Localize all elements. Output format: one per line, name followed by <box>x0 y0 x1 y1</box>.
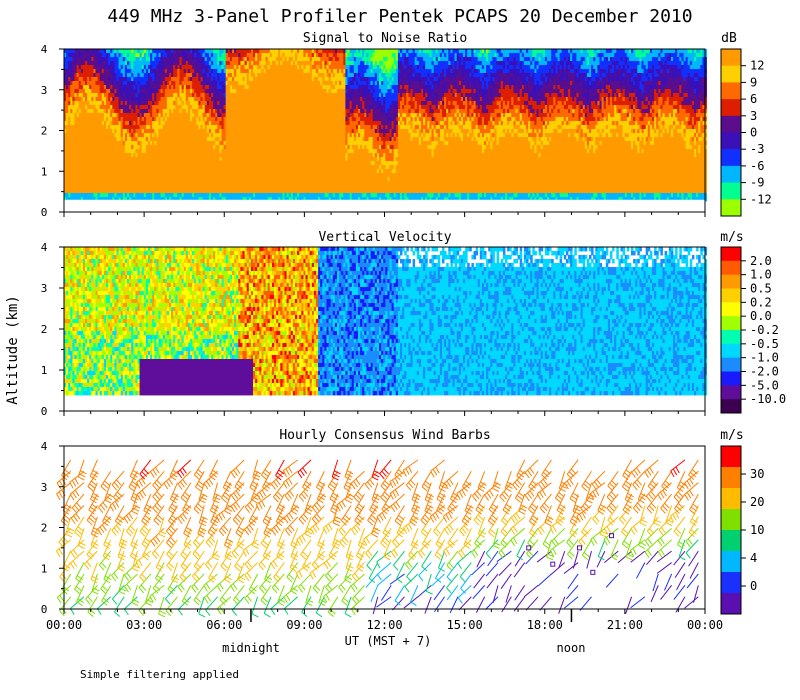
snr-panel-title: Signal to Noise Ratio <box>303 31 467 46</box>
snr-heatmap <box>64 49 707 212</box>
profiler-figure: 449 MHz 3-Panel Profiler Pentek PCAPS 20… <box>0 0 800 700</box>
snr-units: dB <box>721 31 737 46</box>
figure-title: 449 MHz 3-Panel Profiler Pentek PCAPS 20… <box>107 6 692 27</box>
